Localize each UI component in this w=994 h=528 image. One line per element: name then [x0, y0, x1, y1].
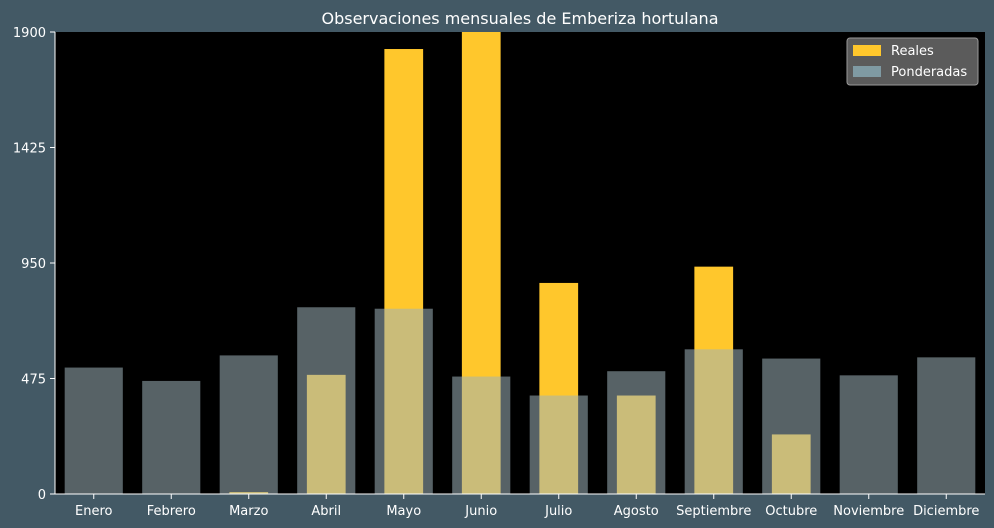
x-tick-label-mayo: Mayo	[386, 504, 421, 519]
y-tick-label: 950	[21, 257, 46, 272]
x-tick-label-marzo: Marzo	[229, 504, 268, 519]
y-tick-label: 1425	[13, 142, 46, 157]
bar-ponderadas-noviembre	[839, 375, 898, 494]
bars-ponderadas	[64, 307, 976, 494]
bar-ponderadas-agosto	[607, 371, 666, 494]
x-tick-label-febrero: Febrero	[147, 504, 196, 519]
y-tick-label: 1900	[13, 26, 46, 41]
bar-ponderadas-febrero	[142, 380, 201, 494]
bar-ponderadas-junio	[452, 376, 511, 494]
bar-ponderadas-enero	[64, 367, 123, 494]
y-tick-label: 0	[38, 488, 46, 503]
bar-ponderadas-abril	[297, 307, 356, 494]
bar-ponderadas-diciembre	[917, 357, 976, 494]
x-tick-label-abril: Abril	[311, 504, 341, 519]
bar-ponderadas-mayo	[374, 308, 433, 494]
y-tick-label: 475	[21, 373, 46, 388]
x-tick-label-julio: Julio	[544, 504, 572, 519]
x-tick-label-enero: Enero	[75, 504, 113, 519]
bar-ponderadas-julio	[529, 395, 588, 494]
bar-ponderadas-marzo	[219, 355, 278, 494]
bar-ponderadas-septiembre	[684, 349, 743, 494]
plot-area	[55, 32, 985, 494]
x-tick-label-octubre: Octubre	[765, 504, 817, 519]
axes: 0 475 950 1425 1900 Enero Febrero Marzo Abril May…	[13, 26, 985, 519]
x-tick-label-agosto: Agosto	[614, 504, 659, 519]
bar-ponderadas-octubre	[762, 358, 821, 494]
x-tick-label-noviembre: Noviembre	[833, 504, 904, 519]
x-tick-label-septiembre: Septiembre	[676, 504, 751, 519]
legend-label-ponderadas: Ponderadas	[891, 65, 967, 80]
chart-title: Observaciones mensuales de Emberiza hort…	[322, 9, 719, 28]
legend: Reales Ponderadas	[846, 37, 979, 86]
x-tick-label-junio: Junio	[464, 504, 497, 519]
legend-label-reales: Reales	[891, 44, 934, 59]
x-tick-label-diciembre: Diciembre	[913, 504, 979, 519]
legend-swatch-reales	[853, 45, 881, 56]
legend-swatch-ponderadas	[853, 66, 881, 77]
